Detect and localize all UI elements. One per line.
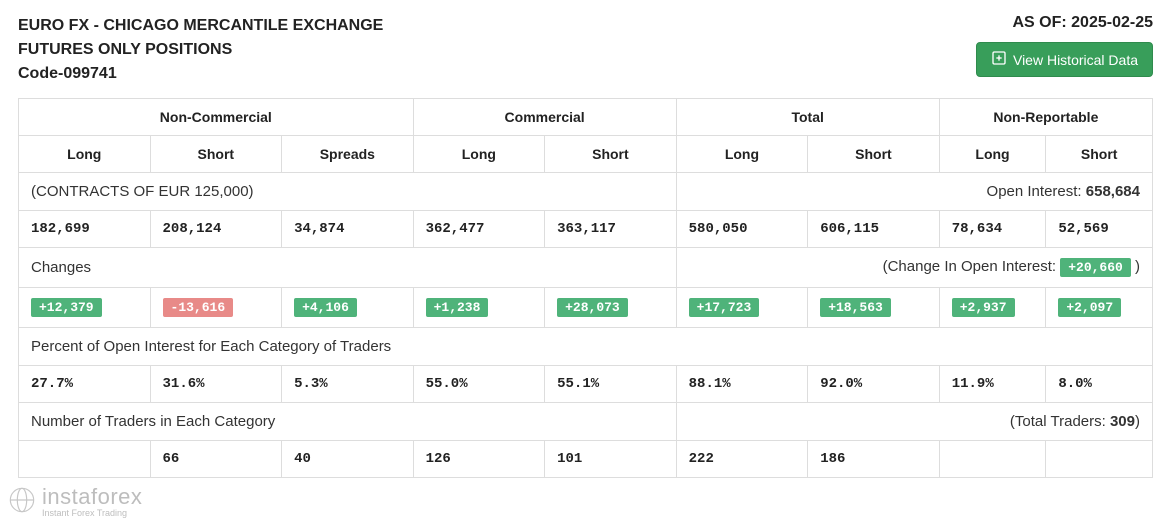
trader-counts-row: 66 40 126 101 222 186 xyxy=(19,441,1153,478)
sub-header-row: Long Short Spreads Long Short Long Short… xyxy=(19,136,1153,173)
change-oi-cell: (Change In Open Interest: +20,660 ) xyxy=(676,248,1152,288)
pct-7: 11.9% xyxy=(939,366,1046,403)
pos-0: 182,699 xyxy=(19,211,151,248)
pct-1: 31.6% xyxy=(150,366,282,403)
pct-header-row: Percent of Open Interest for Each Catego… xyxy=(19,328,1153,366)
group-nonreportable: Non-Reportable xyxy=(939,99,1152,136)
total-traders-value: 309 xyxy=(1110,413,1135,430)
total-traders-suffix: ) xyxy=(1135,413,1140,430)
tc-3: 126 xyxy=(413,441,545,478)
col-short-3: Short xyxy=(808,136,940,173)
chg-0: +12,379 xyxy=(19,288,151,328)
col-short-1: Short xyxy=(150,136,282,173)
pct-3: 55.0% xyxy=(413,366,545,403)
chg-8: +2,097 xyxy=(1046,288,1153,328)
pos-8: 52,569 xyxy=(1046,211,1153,248)
col-short-4: Short xyxy=(1046,136,1153,173)
view-historical-label: View Historical Data xyxy=(1013,52,1138,68)
contracts-row: (CONTRACTS OF EUR 125,000) Open Interest… xyxy=(19,173,1153,211)
col-long-3: Long xyxy=(676,136,808,173)
traders-label: Number of Traders in Each Category xyxy=(19,403,677,441)
pct-4: 55.1% xyxy=(545,366,677,403)
tc-0 xyxy=(19,441,151,478)
open-interest-label: Open Interest: xyxy=(987,183,1082,200)
pos-3: 362,477 xyxy=(413,211,545,248)
tc-7 xyxy=(939,441,1046,478)
group-commercial: Commercial xyxy=(413,99,676,136)
pos-7: 78,634 xyxy=(939,211,1046,248)
col-short-2: Short xyxy=(545,136,677,173)
watermark-tagline: Instant Forex Trading xyxy=(42,508,142,518)
change-oi-suffix: ) xyxy=(1135,258,1140,275)
pct-5: 88.1% xyxy=(676,366,808,403)
tc-4: 101 xyxy=(545,441,677,478)
group-total: Total xyxy=(676,99,939,136)
watermark: instaforex Instant Forex Trading xyxy=(8,484,142,518)
page-header: EURO FX - CHICAGO MERCANTILE EXCHANGE FU… xyxy=(0,0,1171,92)
pct-2: 5.3% xyxy=(282,366,414,403)
open-interest-cell: Open Interest: 658,684 xyxy=(676,173,1152,211)
tc-1: 66 xyxy=(150,441,282,478)
positions-row: 182,699 208,124 34,874 362,477 363,117 5… xyxy=(19,211,1153,248)
positions-table: Non-Commercial Commercial Total Non-Repo… xyxy=(18,98,1153,478)
changes-header-row: Changes (Change In Open Interest: +20,66… xyxy=(19,248,1153,288)
col-spreads: Spreads xyxy=(282,136,414,173)
tc-6: 186 xyxy=(808,441,940,478)
asof-label: AS OF: xyxy=(1012,14,1066,31)
asof-line: AS OF: 2025-02-25 xyxy=(976,14,1153,32)
code: Code-099741 xyxy=(18,62,383,86)
col-long-1: Long xyxy=(19,136,151,173)
contracts-label: (CONTRACTS OF EUR 125,000) xyxy=(19,173,677,211)
col-long-2: Long xyxy=(413,136,545,173)
pct-row: 27.7% 31.6% 5.3% 55.0% 55.1% 88.1% 92.0%… xyxy=(19,366,1153,403)
change-oi-label: (Change In Open Interest: xyxy=(883,258,1056,275)
chg-4: +28,073 xyxy=(545,288,677,328)
header-right: AS OF: 2025-02-25 View Historical Data xyxy=(976,14,1153,77)
pos-6: 606,115 xyxy=(808,211,940,248)
view-historical-data-button[interactable]: View Historical Data xyxy=(976,42,1153,77)
chg-1: -13,616 xyxy=(150,288,282,328)
total-traders-cell: (Total Traders: 309) xyxy=(676,403,1152,441)
tc-2: 40 xyxy=(282,441,414,478)
col-long-4: Long xyxy=(939,136,1046,173)
globe-icon xyxy=(8,486,36,517)
tc-5: 222 xyxy=(676,441,808,478)
tc-8 xyxy=(1046,441,1153,478)
open-interest-value: 658,684 xyxy=(1086,183,1140,200)
pos-5: 580,050 xyxy=(676,211,808,248)
chg-7: +2,937 xyxy=(939,288,1046,328)
asof-value: 2025-02-25 xyxy=(1071,14,1153,31)
chg-6: +18,563 xyxy=(808,288,940,328)
traders-header-row: Number of Traders in Each Category (Tota… xyxy=(19,403,1153,441)
total-traders-label: (Total Traders: xyxy=(1010,413,1106,430)
pos-2: 34,874 xyxy=(282,211,414,248)
pos-1: 208,124 xyxy=(150,211,282,248)
pct-label: Percent of Open Interest for Each Catego… xyxy=(19,328,1153,366)
title: EURO FX - CHICAGO MERCANTILE EXCHANGE xyxy=(18,14,383,38)
chart-icon xyxy=(991,50,1007,69)
chg-5: +17,723 xyxy=(676,288,808,328)
subtitle: FUTURES ONLY POSITIONS xyxy=(18,38,383,62)
header-left: EURO FX - CHICAGO MERCANTILE EXCHANGE FU… xyxy=(18,14,383,86)
pct-6: 92.0% xyxy=(808,366,940,403)
pos-4: 363,117 xyxy=(545,211,677,248)
watermark-brand: instaforex xyxy=(42,484,142,509)
changes-row: +12,379 -13,616 +4,106 +1,238 +28,073 +1… xyxy=(19,288,1153,328)
pct-0: 27.7% xyxy=(19,366,151,403)
changes-label: Changes xyxy=(19,248,677,288)
change-oi-badge: +20,660 xyxy=(1060,258,1131,277)
chg-3: +1,238 xyxy=(413,288,545,328)
group-header-row: Non-Commercial Commercial Total Non-Repo… xyxy=(19,99,1153,136)
chg-2: +4,106 xyxy=(282,288,414,328)
group-noncommercial: Non-Commercial xyxy=(19,99,414,136)
pct-8: 8.0% xyxy=(1046,366,1153,403)
